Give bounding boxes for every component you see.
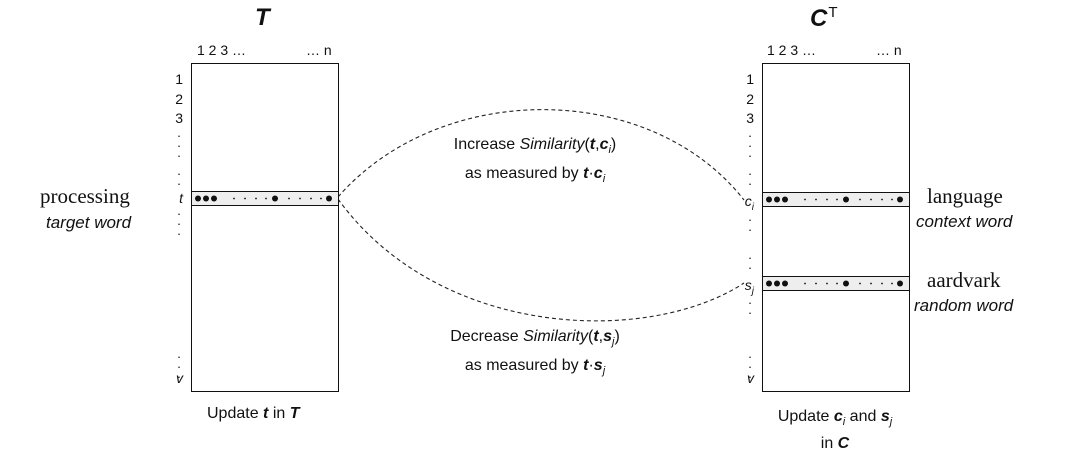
context-update-caption: Update ci and sj in C <box>777 408 893 453</box>
increase-similarity-label: Increase Similarity(t,ci) as measured by… <box>453 136 617 186</box>
context-vertical-dots-3: · · <box>747 212 753 237</box>
target-row-label-2: 2 <box>175 91 183 107</box>
target-row-label-3: 3 <box>175 110 183 126</box>
context-vertical-dots-5: · · <box>747 295 753 320</box>
target-row-vector <box>195 195 332 202</box>
context-column-numbers: 1 2 3 … <box>767 42 817 58</box>
context-row-label-3: 3 <box>746 110 754 126</box>
context-vertical-dots-1: · · · <box>747 128 753 163</box>
context-word: language <box>927 184 1003 208</box>
random-word-row <box>762 276 910 291</box>
context-vertical-dots-6: · · · <box>747 349 753 384</box>
target-vertical-dots-4: · · · <box>176 349 182 384</box>
context-vertical-dots-4: · · <box>747 250 753 275</box>
increase-similarity-curve <box>337 109 745 201</box>
context-vertical-dots-2: · · <box>747 166 753 191</box>
context-row-label-2: 2 <box>746 91 754 107</box>
target-matrix-title: T <box>255 4 270 31</box>
context-matrix-title: CT <box>810 4 838 32</box>
target-vertical-dots-3: · · · <box>176 206 182 241</box>
context-row-vector <box>766 196 903 203</box>
target-word-label: target word <box>46 213 132 232</box>
random-word-label: random word <box>914 296 1014 315</box>
target-matrix <box>191 63 339 392</box>
target-update-caption: Update t in T <box>207 405 300 422</box>
target-word: processing <box>40 184 130 208</box>
context-word-label: context word <box>916 212 1013 231</box>
target-vertical-dots-2: · · <box>176 166 182 191</box>
target-row-label-v: v <box>176 370 183 386</box>
target-vertical-dots-1: · · · <box>176 128 182 163</box>
context-row-label-1: 1 <box>746 71 754 87</box>
decrease-similarity-label: Decrease Similarity(t,sj) as measured by… <box>450 328 620 378</box>
context-matrix <box>762 63 910 392</box>
context-column-end: … n <box>876 42 902 58</box>
target-column-end: … n <box>306 42 332 58</box>
context-word-row <box>762 192 910 207</box>
target-word-row <box>191 191 339 206</box>
target-row-label-t: t <box>179 190 183 206</box>
decrease-similarity-curve <box>337 198 745 322</box>
target-column-numbers: 1 2 3 … <box>197 42 247 58</box>
context-row-label-v: v <box>747 370 754 386</box>
random-word: aardvark <box>927 268 1001 292</box>
context-row-label-ci: ci <box>744 193 754 213</box>
context-row-label-sj: sj <box>744 277 754 297</box>
target-row-label-1: 1 <box>175 71 183 87</box>
random-row-vector <box>766 280 903 287</box>
